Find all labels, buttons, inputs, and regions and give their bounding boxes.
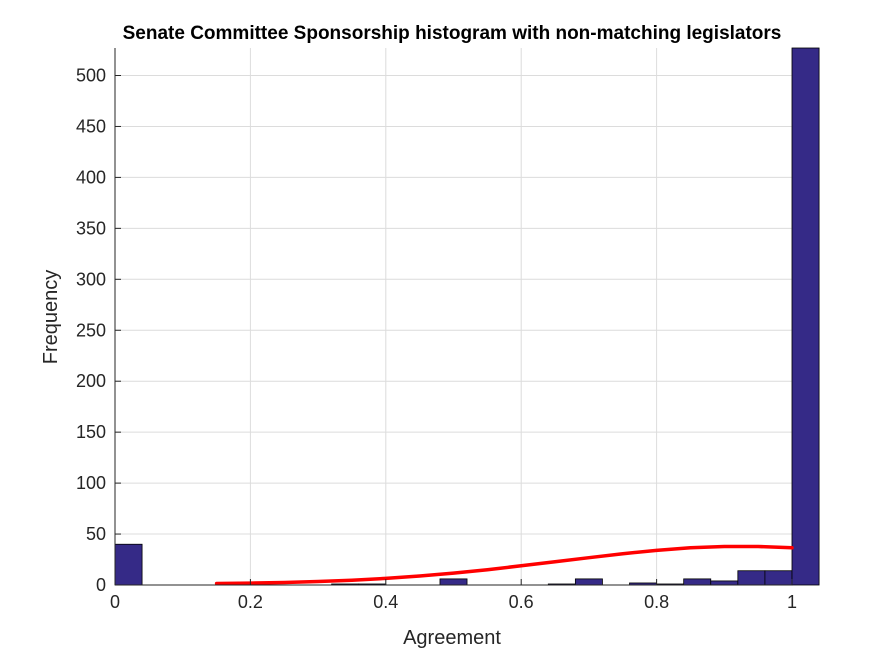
x-tick-label: 0.6 [509, 592, 534, 612]
histogram-bar [710, 580, 739, 586]
chart-title: Senate Committee Sponsorship histogram w… [123, 23, 782, 44]
x-axis-label: Agreement [403, 627, 501, 649]
histogram-bar [791, 47, 820, 586]
histogram-bar [114, 543, 143, 586]
fit-curve-line [214, 544, 794, 586]
histogram-bars [114, 47, 820, 586]
y-tick-label: 500 [76, 66, 106, 86]
x-tick-label: 0.4 [373, 592, 398, 612]
histogram-bar [683, 578, 712, 586]
y-tick-label: 100 [76, 473, 106, 493]
y-tick-label: 400 [76, 167, 106, 187]
y-tick-label: 300 [76, 269, 106, 289]
y-tick-label: 150 [76, 422, 106, 442]
y-tick-label: 350 [76, 218, 106, 238]
y-tick-label: 0 [96, 575, 106, 595]
x-tick-label: 0.8 [644, 592, 669, 612]
histogram-bar [764, 570, 793, 586]
histogram-bar [737, 570, 766, 586]
grid-lines [114, 48, 793, 586]
x-tick-label: 1 [787, 592, 797, 612]
histogram-bar [574, 578, 603, 586]
x-tick-label: 0 [110, 592, 120, 612]
y-tick-label: 250 [76, 320, 106, 340]
tick-labels: 0 0.2 0.4 0.6 0.8 1 0 50 100 150 200 250 300 350 400 45… [76, 66, 797, 612]
x-tick-label: 0.2 [238, 592, 263, 612]
y-tick-label: 50 [86, 524, 106, 544]
axes [114, 48, 793, 586]
fit-curve [214, 544, 794, 586]
y-axis-label: Frequency [40, 270, 62, 365]
histogram-bar [439, 578, 468, 586]
y-tick-label: 200 [76, 371, 106, 391]
y-tick-label: 450 [76, 116, 106, 136]
